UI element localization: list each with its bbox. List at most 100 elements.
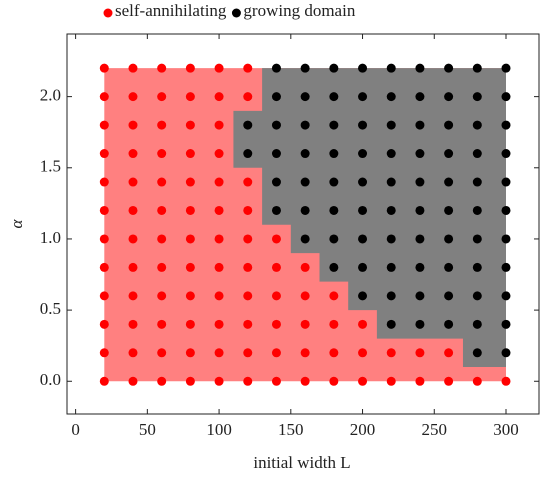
point: [358, 63, 368, 73]
point: [157, 234, 167, 244]
point: [358, 234, 368, 244]
y-tick-label: 1.5: [40, 157, 61, 176]
point: [444, 319, 454, 329]
point: [99, 63, 109, 73]
x-tick-label: 250: [422, 420, 448, 439]
point: [444, 376, 454, 386]
point: [128, 262, 138, 272]
point: [300, 262, 310, 272]
point: [99, 120, 109, 130]
point: [501, 234, 511, 244]
point: [300, 149, 310, 159]
point: [128, 149, 138, 159]
point: [472, 376, 482, 386]
point: [472, 120, 482, 130]
point: [501, 149, 511, 159]
point: [128, 177, 138, 187]
point: [128, 348, 138, 358]
point: [472, 149, 482, 159]
point: [415, 120, 425, 130]
point: [329, 120, 339, 130]
legend-label: growing domain: [243, 1, 355, 20]
point: [501, 205, 511, 215]
point: [444, 120, 454, 130]
point: [214, 291, 224, 301]
point: [300, 234, 310, 244]
point: [386, 149, 396, 159]
point: [185, 205, 195, 215]
point: [128, 234, 138, 244]
point: [501, 348, 511, 358]
point: [271, 149, 281, 159]
point: [501, 120, 511, 130]
point: [472, 205, 482, 215]
point: [444, 63, 454, 73]
point: [300, 63, 310, 73]
point: [501, 319, 511, 329]
point: [415, 63, 425, 73]
point: [415, 291, 425, 301]
point: [157, 63, 167, 73]
point: [99, 205, 109, 215]
point: [157, 376, 167, 386]
legend-marker: [103, 8, 113, 18]
point: [329, 205, 339, 215]
point: [99, 234, 109, 244]
point: [185, 348, 195, 358]
point: [99, 149, 109, 159]
point: [358, 149, 368, 159]
point: [185, 291, 195, 301]
point: [128, 120, 138, 130]
y-axis-label: α: [7, 218, 26, 228]
point: [444, 291, 454, 301]
point: [157, 120, 167, 130]
point: [386, 120, 396, 130]
point: [300, 177, 310, 187]
point: [214, 262, 224, 272]
point: [300, 291, 310, 301]
point: [415, 234, 425, 244]
point: [329, 376, 339, 386]
point: [243, 177, 253, 187]
point: [214, 234, 224, 244]
x-axis-label: initial width L: [253, 453, 350, 472]
point: [358, 120, 368, 130]
point: [501, 291, 511, 301]
point: [386, 262, 396, 272]
point: [243, 348, 253, 358]
point: [128, 92, 138, 102]
point: [243, 205, 253, 215]
point: [329, 234, 339, 244]
point: [214, 376, 224, 386]
point: [185, 319, 195, 329]
point: [157, 149, 167, 159]
point: [415, 319, 425, 329]
point: [243, 234, 253, 244]
point: [271, 348, 281, 358]
point: [243, 63, 253, 73]
point: [415, 92, 425, 102]
point: [99, 348, 109, 358]
point: [157, 291, 167, 301]
point: [157, 262, 167, 272]
point: [386, 205, 396, 215]
point: [415, 205, 425, 215]
point: [185, 262, 195, 272]
point: [214, 177, 224, 187]
point: [472, 92, 482, 102]
point: [358, 262, 368, 272]
point: [300, 205, 310, 215]
point: [415, 177, 425, 187]
point: [444, 262, 454, 272]
point: [185, 376, 195, 386]
point: [243, 319, 253, 329]
point: [472, 177, 482, 187]
point: [271, 177, 281, 187]
point: [415, 149, 425, 159]
point: [99, 262, 109, 272]
y-tick-label: 1.0: [40, 228, 61, 247]
point: [386, 348, 396, 358]
point: [271, 92, 281, 102]
point: [99, 291, 109, 301]
